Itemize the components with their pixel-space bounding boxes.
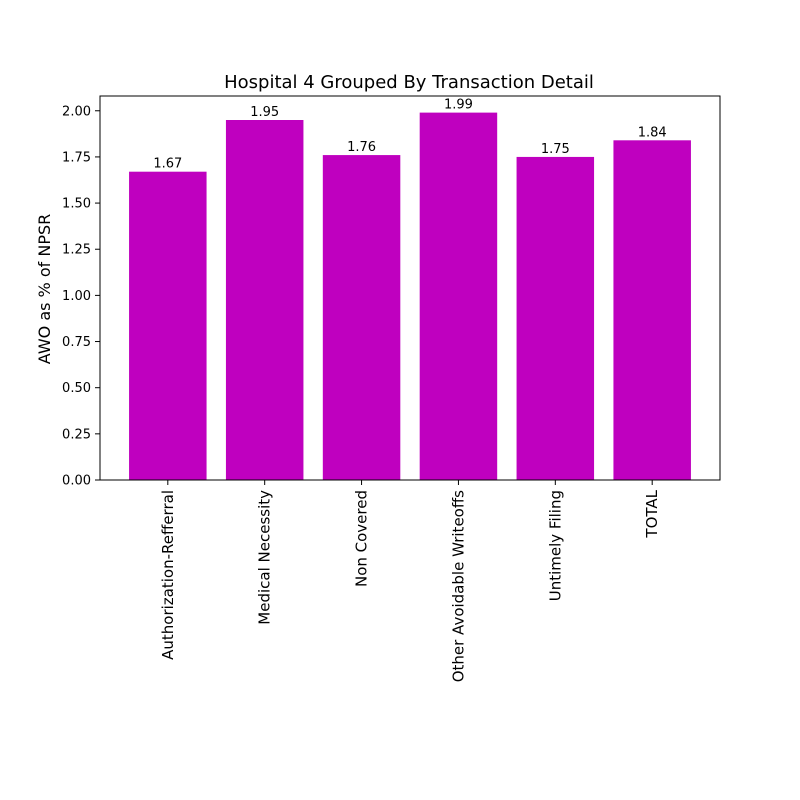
bar-value-label: 1.75 — [541, 142, 570, 157]
bars-group — [129, 112, 691, 481]
y-tick-label: 0.00 — [62, 474, 91, 489]
data-labels-group: 1.67 1.95 1.76 1.99 1.75 1.84 — [153, 98, 666, 172]
x-tick-label: Untimely Filing — [546, 490, 564, 601]
y-tick-label: 0.50 — [62, 381, 91, 396]
y-tick-label: 0.25 — [62, 427, 91, 442]
bar — [225, 120, 304, 480]
y-tick-label: 0.75 — [62, 335, 91, 350]
y-axis-label: AWO as % of NPSR — [35, 214, 54, 364]
x-tick-label: Medical Necessity — [256, 490, 274, 625]
y-tick-label: 1.00 — [62, 289, 91, 304]
bar — [613, 140, 691, 481]
bar — [419, 112, 498, 480]
y-axis: 0.00 0.25 0.50 0.75 1.00 1.25 1.50 1.75 2.00 — [62, 104, 100, 489]
bar-value-label: 1.67 — [153, 157, 182, 172]
chart-title: Hospital 4 Grouped By Transaction Detail — [224, 72, 594, 93]
bar-value-label: 1.95 — [250, 105, 279, 120]
bar-value-label: 1.76 — [347, 140, 376, 155]
bar — [129, 171, 207, 480]
x-tick-label: TOTAL — [643, 489, 661, 538]
plot-frame — [99, 95, 721, 481]
y-tick-label: 1.25 — [62, 243, 91, 258]
y-tick-label: 1.50 — [62, 197, 91, 212]
x-tick-label: Authorization-Refferral — [159, 490, 177, 660]
y-tick-label: 2.00 — [62, 104, 91, 119]
x-tick-label: Non Covered — [353, 490, 371, 587]
x-tick-label: Other Avoidable Writeoffs — [449, 490, 467, 682]
bar — [322, 155, 401, 481]
bar-value-label: 1.84 — [638, 125, 667, 140]
x-axis: Authorization-Refferral Medical Necessity… — [159, 480, 661, 682]
y-tick-label: 1.75 — [62, 150, 91, 165]
bar — [516, 156, 595, 480]
bar-value-label: 1.99 — [444, 98, 473, 113]
